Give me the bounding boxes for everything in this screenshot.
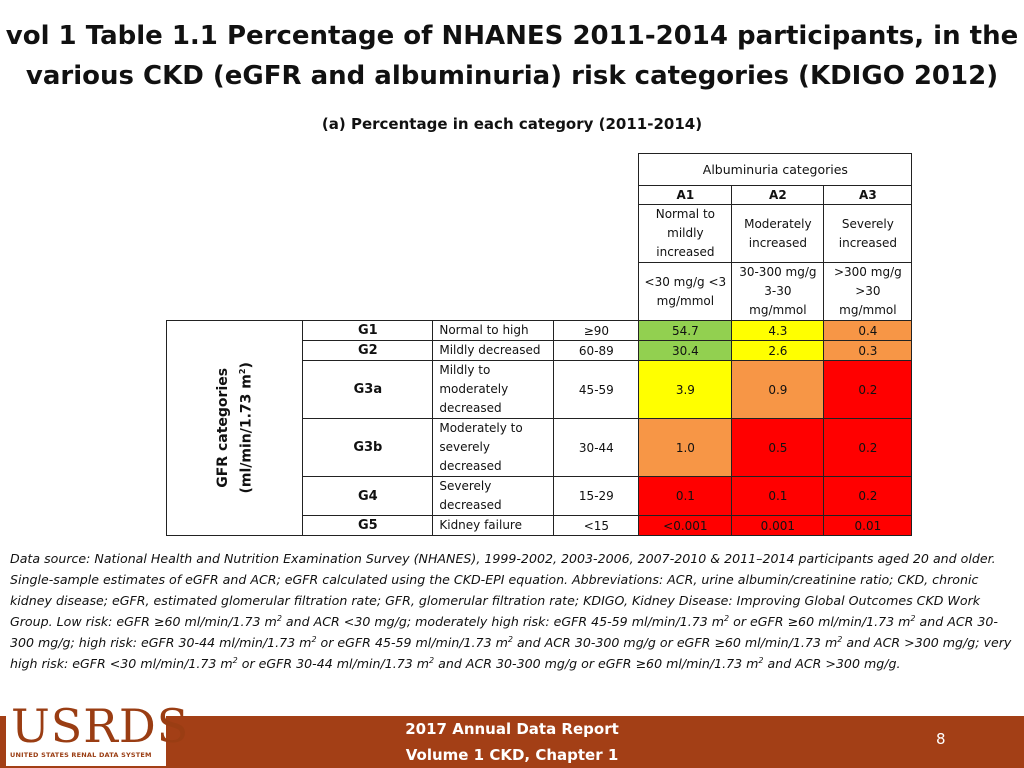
title-line-2: various CKD (eGFR and albuminuria) risk … [25, 61, 999, 91]
albuminuria-code-a1: A1 [638, 185, 733, 205]
gfr-range: ≥90 [553, 320, 640, 341]
gfr-stage: G5 [302, 515, 434, 536]
gfr-row-g1: GFR categories (ml/min/1.73 m2) G1 Norma… [165, 320, 913, 536]
value-cell: 0.1 [638, 476, 733, 516]
gfr-stage: G3b [302, 418, 434, 477]
data-source-note: Data source: National Health and Nutriti… [10, 551, 1012, 671]
value-cell: <0.001 [638, 515, 733, 536]
value-cell: 54.7 [638, 320, 733, 341]
value-cell: 0.001 [731, 515, 825, 536]
albuminuria-desc-a3: Severely increased [823, 204, 913, 263]
page-number: 8 [936, 730, 946, 748]
gfr-desc: Mildly to moderately decreased [432, 360, 555, 419]
gfr-stage: G2 [302, 340, 434, 361]
table-subtitle: (a) Percentage in each category (2011-20… [321, 115, 703, 133]
gfr-row-g3b: G3b Moderately to severely decreased 30-4… [167, 418, 913, 477]
albuminuria-desc-a2: Moderately increased [731, 204, 825, 263]
gfr-desc: Normal to high [432, 320, 555, 341]
value-cell: 0.3 [823, 340, 913, 361]
gfr-desc: Severely decreased [432, 476, 555, 516]
footer-bar: USRDS UNITED STATES RENAL DATA SYSTEM 20… [0, 700, 1024, 768]
gfr-stage: G4 [302, 476, 434, 516]
albuminuria-code-a3: A3 [823, 185, 913, 205]
ckd-risk-table: Albuminuria categories A1 A2 A3 Normal t… [165, 153, 913, 536]
gfr-range: 60-89 [553, 340, 640, 361]
gfr-desc: Kidney failure [432, 515, 555, 536]
value-cell: 0.9 [731, 360, 825, 419]
gfr-row-g4: G4 Severely decreased 15-29 0.1 0.1 0.2 [167, 476, 913, 516]
value-cell: 0.01 [823, 515, 913, 536]
usrds-logo: USRDS UNITED STATES RENAL DATA SYSTEM [6, 700, 188, 766]
value-cell: 0.2 [823, 418, 913, 477]
gfr-row-g5: G5 Kidney failure <15 <0.001 0.001 0.01 [167, 515, 913, 536]
albuminuria-range-a3: >300 mg/g >30 mg/mmol [823, 262, 913, 321]
value-cell: 4.3 [731, 320, 825, 341]
gfr-categories-label-cell: GFR categories (ml/min/1.73 m2) [165, 320, 304, 536]
value-cell: 2.6 [731, 340, 825, 361]
page-title: vol 1 Table 1.1 Percentage of NHANES 201… [0, 16, 1024, 96]
value-cell: 0.2 [823, 360, 913, 419]
value-cell: 0.4 [823, 320, 913, 341]
value-cell: 0.2 [823, 476, 913, 516]
value-cell: 30.4 [638, 340, 733, 361]
value-cell: 1.0 [638, 418, 733, 477]
gfr-row-g3a: G3a Mildly to moderately decreased 45-59 3… [167, 360, 913, 419]
value-cell: 0.5 [731, 418, 825, 477]
gfr-range: 30-44 [553, 418, 640, 477]
gfr-categories-label: GFR categories (ml/min/1.73 m2) [214, 362, 255, 494]
value-cell: 0.1 [731, 476, 825, 516]
albuminuria-range-a2: 30-300 mg/g 3-30 mg/mmol [731, 262, 825, 321]
gfr-range: <15 [553, 515, 640, 536]
albuminuria-range-a1: <30 mg/g <3 mg/mmol [638, 262, 733, 321]
albuminuria-code-a2: A2 [731, 185, 825, 205]
albuminuria-categories-header: Albuminuria categories [638, 153, 913, 186]
value-cell: 3.9 [638, 360, 733, 419]
gfr-desc: Moderately to severely decreased [432, 418, 555, 477]
gfr-range: 45-59 [553, 360, 640, 419]
albuminuria-desc-a1: Normal to mildly increased [638, 204, 733, 263]
footer-report-title: 2017 Annual Data Report Volume 1 CKD, Ch… [405, 720, 619, 764]
gfr-desc: Mildly decreased [432, 340, 555, 361]
gfr-range: 15-29 [553, 476, 640, 516]
title-line-1: vol 1 Table 1.1 Percentage of NHANES 201… [5, 21, 1019, 51]
gfr-stage: G1 [302, 320, 434, 341]
gfr-stage: G3a [302, 360, 434, 419]
